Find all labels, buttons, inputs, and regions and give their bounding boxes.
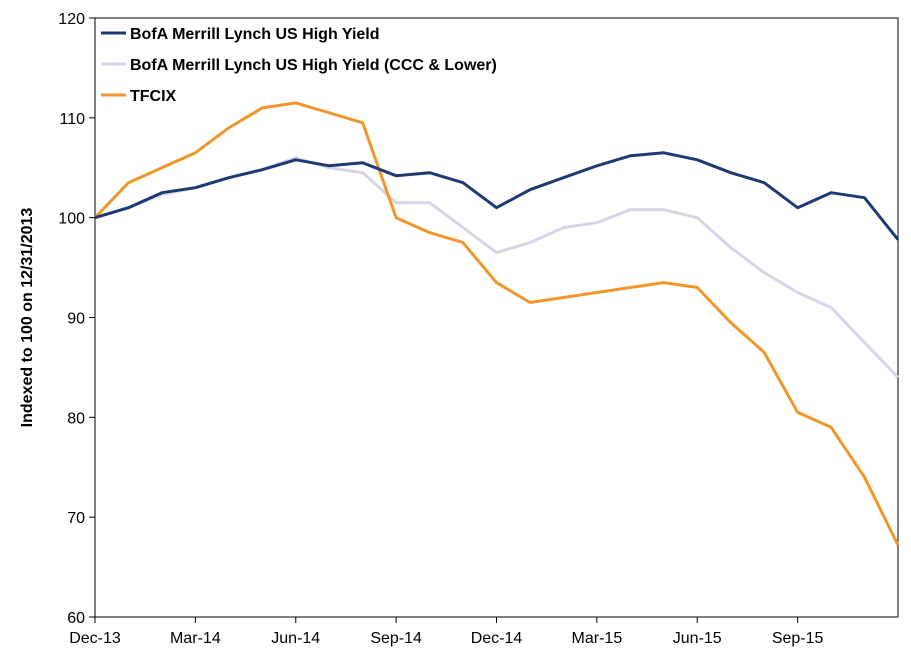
y-tick-label: 100 (58, 211, 85, 228)
plot-area (94, 17, 899, 618)
y-tick-label: 60 (67, 610, 85, 627)
legend-label-2: TFCIX (130, 88, 177, 105)
series-line-2 (93, 101, 900, 546)
x-tick-label: Dec-13 (69, 630, 121, 647)
y-tick-label: 70 (67, 510, 85, 527)
y-tick-label: 110 (59, 111, 85, 128)
plot-frame (94, 17, 899, 618)
legend-label-1: BofA Merrill Lynch US High Yield (CCC & … (130, 57, 497, 74)
series-line-1 (94, 156, 900, 379)
legend: BofA Merrill Lynch US High Yield BofA Mer… (101, 26, 497, 105)
x-tick-label: Dec-14 (471, 630, 523, 647)
y-tick-label: 90 (67, 311, 85, 328)
series-line-0 (94, 151, 900, 241)
y-tick-label: 80 (67, 410, 85, 427)
x-tick-label: Sep-14 (370, 630, 422, 647)
y-axis-title: Indexed to 100 on 12/31/2013 (19, 208, 36, 428)
legend-label-0: BofA Merrill Lynch US High Yield (130, 26, 380, 43)
y-tick-label: 120 (58, 11, 85, 28)
y-axis: 60 70 80 90 100 110 120 (58, 11, 95, 627)
x-tick-label: Mar-14 (170, 630, 221, 647)
x-tick-label: Sep-15 (772, 630, 824, 647)
x-tick-label: Mar-15 (572, 630, 623, 647)
series-lines (93, 101, 900, 546)
x-axis: Dec-13 Mar-14 Jun-14 Sep-14 Dec-14 Mar-15 Jun-… (69, 617, 824, 647)
x-tick-label: Jun-14 (271, 630, 320, 647)
x-tick-label: Jun-15 (673, 630, 722, 647)
